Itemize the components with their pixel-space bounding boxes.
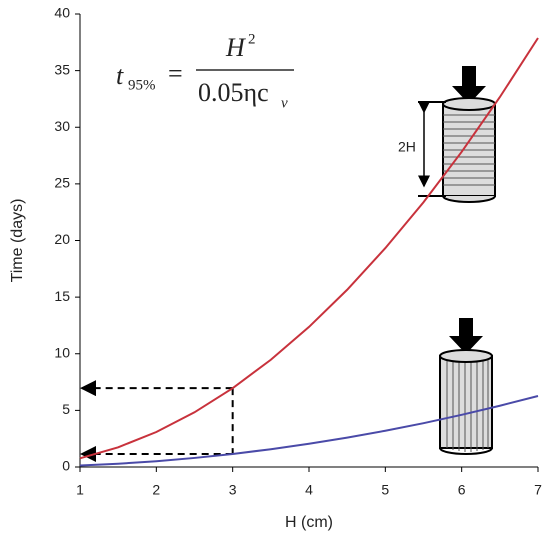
formula-sub: 95% <box>128 77 156 93</box>
y-tick-label: 15 <box>54 288 70 304</box>
y-tick-label: 35 <box>54 61 70 77</box>
formula-den-sub: v <box>281 95 288 111</box>
cylinder-vertical <box>439 318 493 455</box>
y-tick-label: 25 <box>54 175 70 191</box>
y-axis-label: Time (days) <box>9 199 26 283</box>
x-tick-label: 2 <box>152 482 160 498</box>
y-tick-label: 30 <box>54 118 70 134</box>
x-axis-label: H (cm) <box>285 514 333 531</box>
formula-num: H <box>225 33 246 62</box>
annotation: 2H <box>398 139 416 155</box>
y-tick-label: 5 <box>62 401 70 417</box>
formula-eq: = <box>168 59 183 88</box>
y-tick-label: 10 <box>54 344 70 360</box>
series-line <box>79 37 539 460</box>
formula-den: 0.05ηc <box>198 78 269 107</box>
x-tick-label: 3 <box>229 482 237 498</box>
y-tick-label: 40 <box>54 5 70 21</box>
x-tick-label: 5 <box>381 482 389 498</box>
formula-t: t <box>116 61 124 90</box>
y-tick-label: 0 <box>62 458 70 474</box>
cylinder-horizontal <box>418 66 496 203</box>
series-line <box>79 395 539 467</box>
formula-sup: 2 <box>248 31 256 47</box>
y-tick-label: 20 <box>54 231 70 247</box>
x-tick-label: 1 <box>76 482 84 498</box>
x-tick-label: 4 <box>305 482 313 498</box>
x-tick-label: 6 <box>458 482 466 498</box>
x-tick-label: 7 <box>534 482 542 498</box>
